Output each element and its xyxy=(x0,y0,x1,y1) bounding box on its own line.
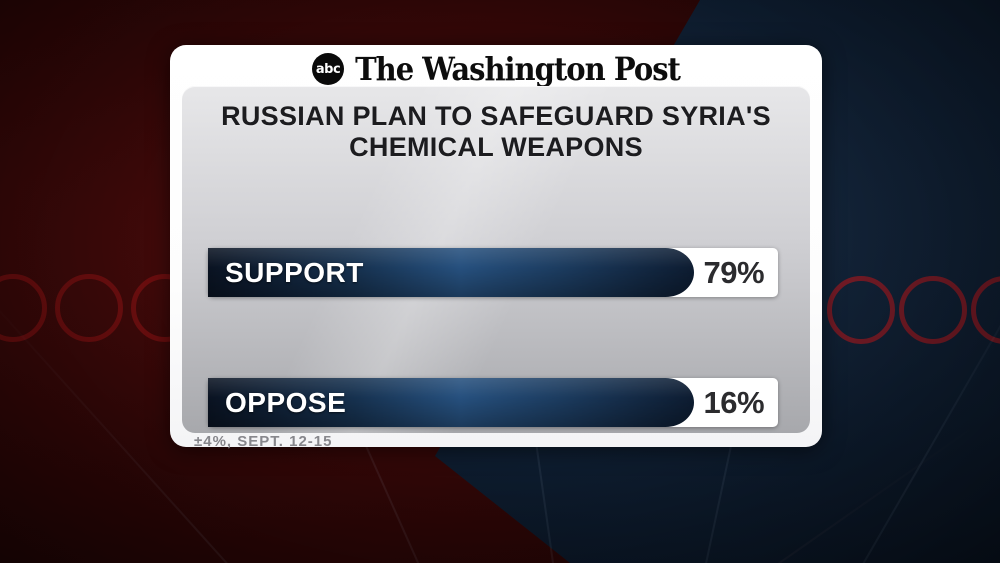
decorative-ring xyxy=(827,276,895,344)
bar-row-support: SUPPORT 79% xyxy=(208,248,778,297)
washington-post-wordmark: The Washington Post xyxy=(355,50,681,88)
abc-logo-text: abc xyxy=(315,61,341,77)
support-bar-label: SUPPORT xyxy=(225,256,364,288)
decorative-ring xyxy=(899,276,967,344)
poll-panel: RUSSIAN PLAN TO SAFEGUARD SYRIA'S CHEMIC… xyxy=(182,86,810,433)
decorative-ring xyxy=(55,274,123,342)
card-header: abc The Washington Post xyxy=(170,51,822,87)
poll-title-line1: RUSSIAN PLAN TO SAFEGUARD SYRIA'S xyxy=(221,101,771,131)
margin-of-error-footnote: ±4%, SEPT. 12-15 xyxy=(194,433,333,450)
support-bar-value: 79% xyxy=(703,254,765,290)
oppose-bar-value: 16% xyxy=(703,384,765,420)
abc-news-logo-icon: abc xyxy=(312,53,345,85)
poll-title-line2: CHEMICAL WEAPONS xyxy=(349,132,643,162)
oppose-bar-label: OPPOSE xyxy=(225,386,347,418)
poll-title: RUSSIAN PLAN TO SAFEGUARD SYRIA'S CHEMIC… xyxy=(182,101,810,163)
bar-row-oppose: OPPOSE 16% xyxy=(208,378,778,427)
poll-card: abc The Washington Post RUSSIAN PLAN TO … xyxy=(170,45,822,450)
